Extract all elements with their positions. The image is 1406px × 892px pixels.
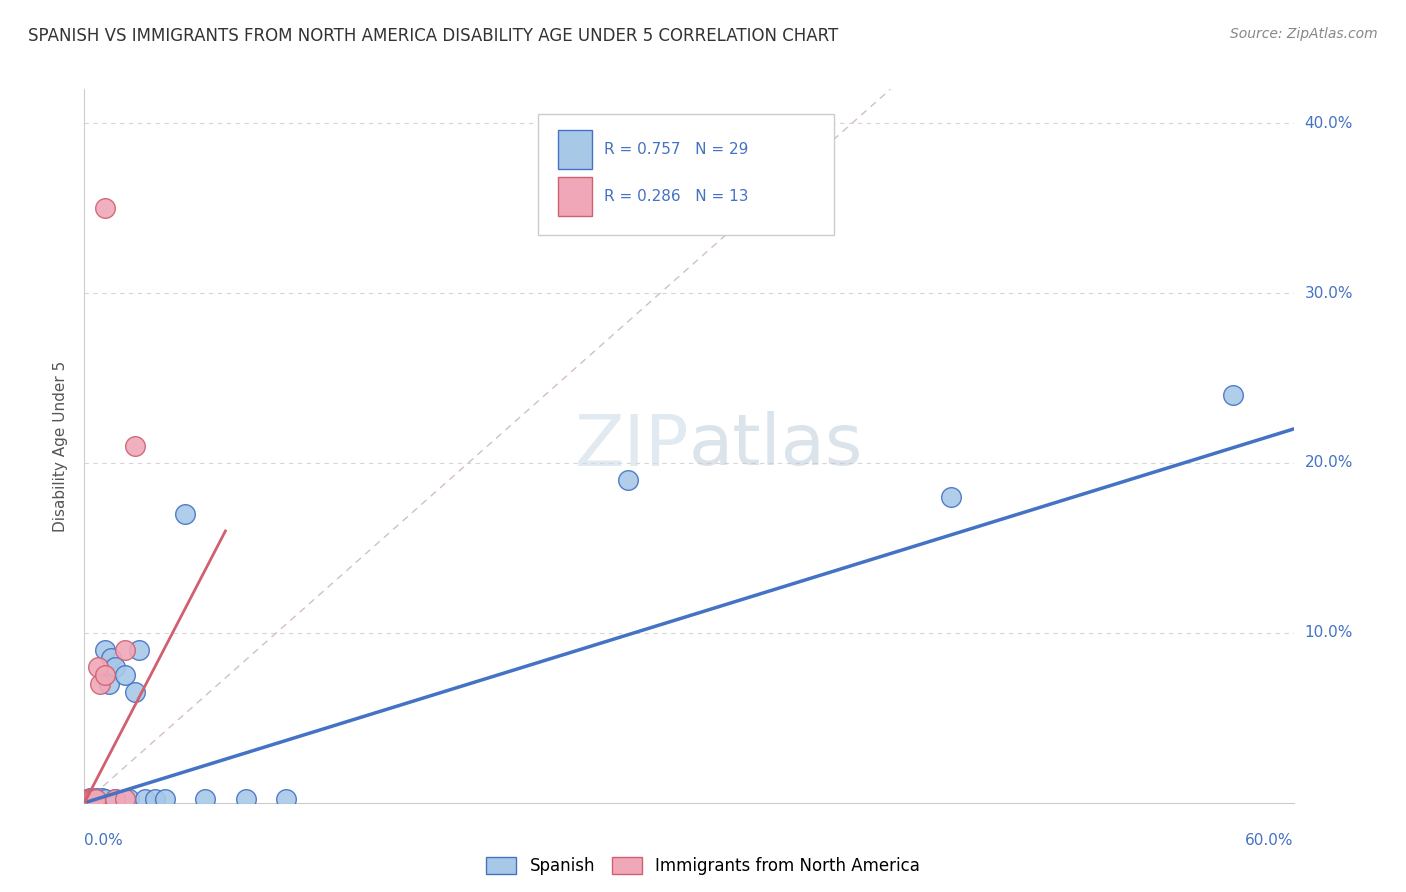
Text: 30.0%: 30.0% — [1305, 285, 1353, 301]
Point — [91, 790, 114, 805]
Point — [114, 643, 136, 657]
Point — [77, 792, 100, 806]
Point — [114, 668, 136, 682]
Point — [93, 201, 115, 215]
Y-axis label: Disability Age Under 5: Disability Age Under 5 — [53, 360, 69, 532]
Point — [79, 790, 101, 805]
Point — [118, 792, 141, 806]
Point — [134, 792, 156, 806]
Point — [87, 794, 110, 808]
Point — [77, 792, 100, 806]
Point — [104, 792, 127, 806]
Point — [114, 792, 136, 806]
Text: 0.0%: 0.0% — [84, 833, 124, 848]
FancyBboxPatch shape — [538, 114, 834, 235]
Text: Source: ZipAtlas.com: Source: ZipAtlas.com — [1230, 27, 1378, 41]
Text: 40.0%: 40.0% — [1305, 116, 1353, 131]
Point — [86, 790, 108, 805]
Point — [87, 792, 110, 806]
Point — [124, 685, 146, 699]
Point — [174, 507, 197, 521]
Text: SPANISH VS IMMIGRANTS FROM NORTH AMERICA DISABILITY AGE UNDER 5 CORRELATION CHAR: SPANISH VS IMMIGRANTS FROM NORTH AMERICA… — [28, 27, 838, 45]
Point — [194, 792, 217, 806]
Point — [86, 792, 108, 806]
Point — [235, 792, 257, 806]
FancyBboxPatch shape — [558, 177, 592, 216]
Point — [128, 643, 150, 657]
Point — [124, 439, 146, 453]
Point — [104, 660, 127, 674]
Point — [93, 643, 115, 657]
Point — [153, 792, 176, 806]
Point — [97, 677, 120, 691]
Point — [87, 660, 110, 674]
Legend: Spanish, Immigrants from North America: Spanish, Immigrants from North America — [486, 856, 920, 875]
Point — [82, 792, 104, 806]
Point — [83, 792, 105, 806]
Text: 10.0%: 10.0% — [1305, 625, 1353, 640]
Point — [274, 792, 297, 806]
Point — [617, 473, 640, 487]
Text: atlas: atlas — [689, 411, 863, 481]
Point — [93, 668, 115, 682]
Point — [93, 792, 115, 806]
Point — [79, 792, 101, 806]
Text: ZIP: ZIP — [575, 411, 689, 481]
Text: 20.0%: 20.0% — [1305, 456, 1353, 470]
Point — [89, 677, 111, 691]
Point — [939, 490, 962, 504]
Text: R = 0.757   N = 29: R = 0.757 N = 29 — [605, 142, 748, 157]
Point — [104, 792, 127, 806]
Text: R = 0.286   N = 13: R = 0.286 N = 13 — [605, 189, 749, 204]
Point — [1222, 388, 1244, 402]
Point — [89, 792, 111, 806]
Point — [82, 794, 104, 808]
Text: 60.0%: 60.0% — [1246, 833, 1294, 848]
Point — [143, 792, 166, 806]
Point — [100, 651, 122, 665]
Point — [83, 792, 105, 806]
FancyBboxPatch shape — [558, 130, 592, 169]
